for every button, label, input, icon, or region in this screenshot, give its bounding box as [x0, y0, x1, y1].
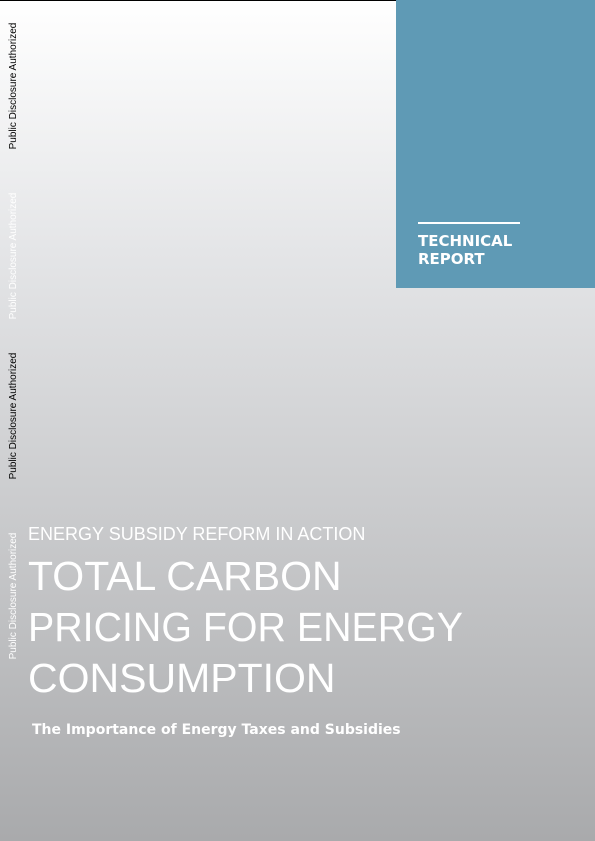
- report-label: REPORT: [418, 250, 485, 268]
- title-line: TOTAL CARBON: [28, 553, 342, 599]
- title-line: PRICING FOR ENERGY: [28, 604, 463, 650]
- side-label: Public Disclosure Authorized: [8, 353, 19, 480]
- side-label: Public Disclosure Authorized: [8, 23, 19, 150]
- report-label: TECHNICAL: [418, 232, 513, 250]
- side-label: Public Disclosure Authorized: [8, 193, 19, 320]
- subtitle: The Importance of Energy Taxes and Subsi…: [32, 722, 401, 738]
- report-box: [396, 0, 595, 288]
- side-label: Public Disclosure Authorized: [8, 533, 19, 660]
- title-line: CONSUMPTION: [28, 655, 336, 701]
- series-name: ENERGY SUBSIDY REFORM IN ACTION: [28, 524, 365, 544]
